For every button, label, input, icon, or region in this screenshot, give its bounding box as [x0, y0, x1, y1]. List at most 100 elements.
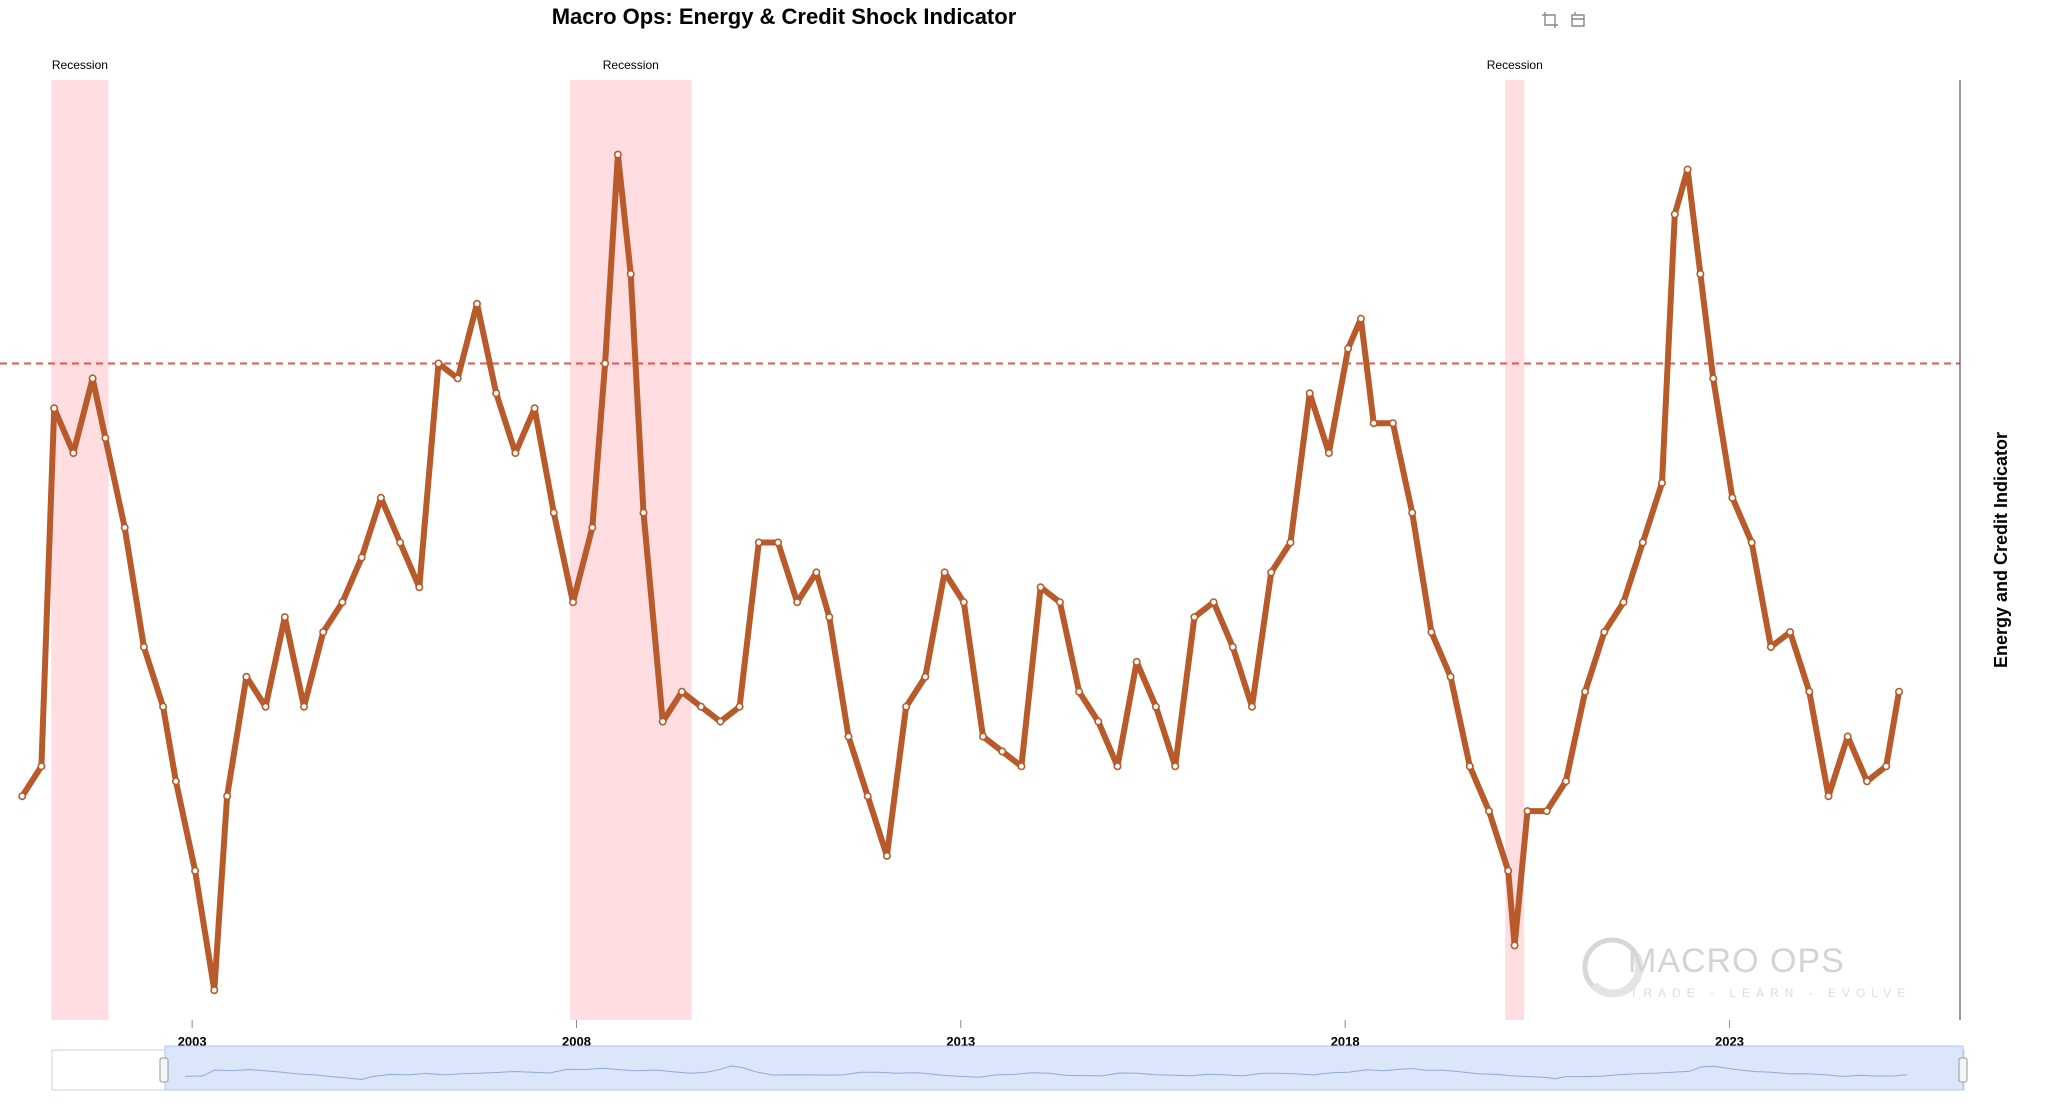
- data-point: [1510, 941, 1519, 950]
- data-point: [1286, 538, 1295, 547]
- data-point: [261, 702, 270, 711]
- data-point: [1523, 807, 1532, 816]
- data-point: [171, 777, 180, 786]
- data-point: [492, 389, 501, 398]
- data-point: [882, 851, 891, 860]
- data-point: [1670, 210, 1679, 219]
- recession-label-2: Recession: [1487, 58, 1543, 72]
- data-point: [1504, 866, 1513, 875]
- recession-bands: Recession Recession Recession: [51, 58, 1543, 1020]
- zoom-reset-icon[interactable]: [1568, 10, 1588, 30]
- data-point: [1408, 508, 1417, 517]
- data-point: [18, 792, 27, 801]
- recession-band-2: [1505, 80, 1525, 1020]
- data-point: [1728, 493, 1737, 502]
- range-navigator[interactable]: [51, 1045, 1968, 1091]
- data-point: [1561, 777, 1570, 786]
- data-point: [69, 448, 78, 457]
- data-point: [242, 672, 251, 681]
- data-point: [754, 538, 763, 547]
- data-point: [1017, 762, 1026, 771]
- y-axis-label: Energy and Credit Indicator: [1991, 432, 2011, 668]
- data-point: [396, 538, 405, 547]
- data-point: [1683, 165, 1692, 174]
- data-point: [1619, 598, 1628, 607]
- data-point: [1094, 717, 1103, 726]
- data-point: [940, 568, 949, 577]
- data-point: [568, 598, 577, 607]
- data-point: [793, 598, 802, 607]
- watermark-logo: MACRO OPS TRADE - LEARN - EVOLVE: [1582, 937, 1905, 1000]
- data-point: [1824, 792, 1833, 801]
- data-point: [677, 687, 686, 696]
- data-point: [120, 523, 129, 532]
- data-point: [1075, 687, 1084, 696]
- data-point: [1356, 314, 1365, 323]
- data-point: [601, 359, 610, 368]
- navigator-handle-left[interactable]: [159, 1057, 169, 1083]
- data-point: [210, 986, 219, 995]
- data-point: [959, 598, 968, 607]
- data-point: [472, 299, 481, 308]
- data-point: [613, 150, 622, 159]
- data-point: [1388, 419, 1397, 428]
- data-point: [1132, 657, 1141, 666]
- data-point: [1882, 762, 1891, 771]
- chart-title: Macro Ops: Energy & Credit Shock Indicat…: [551, 4, 1017, 29]
- data-point: [376, 493, 385, 502]
- data-point: [338, 598, 347, 607]
- recession-band-1: [570, 80, 692, 1020]
- data-point: [639, 508, 648, 517]
- data-point: [998, 747, 1007, 756]
- data-point: [511, 448, 520, 457]
- data-point: [588, 523, 597, 532]
- data-point: [1305, 389, 1314, 398]
- data-point: [1658, 478, 1667, 487]
- data-point: [1542, 807, 1551, 816]
- data-point: [1581, 687, 1590, 696]
- data-point: [1465, 762, 1474, 771]
- data-point: [1228, 642, 1237, 651]
- data-point: [37, 762, 46, 771]
- data-point: [50, 404, 59, 413]
- navigator-window[interactable]: [164, 1045, 1964, 1091]
- data-point: [139, 642, 148, 651]
- recession-band-0: [51, 80, 109, 1020]
- data-point: [434, 359, 443, 368]
- data-point: [415, 583, 424, 592]
- data-point: [1843, 732, 1852, 741]
- data-point: [1427, 628, 1436, 637]
- data-point: [88, 374, 97, 383]
- data-point: [1171, 762, 1180, 771]
- navigator-series: [185, 1065, 1908, 1081]
- data-point: [825, 613, 834, 622]
- data-point: [159, 702, 168, 711]
- data-point: [1747, 538, 1756, 547]
- x-tick-label: 2003: [178, 1034, 207, 1049]
- chart-toolbar: [1540, 10, 1588, 30]
- data-point: [1190, 613, 1199, 622]
- data-point: [453, 374, 462, 383]
- zoom-select-icon[interactable]: [1540, 10, 1560, 30]
- data-point: [697, 702, 706, 711]
- navigator-handle-right[interactable]: [1958, 1057, 1968, 1083]
- recession-label-0: Recession: [52, 58, 108, 72]
- x-tick-label: 2013: [946, 1034, 975, 1049]
- data-point: [1766, 642, 1775, 651]
- data-point: [1209, 598, 1218, 607]
- data-point: [1113, 762, 1122, 771]
- data-point: [735, 702, 744, 711]
- data-point: [716, 717, 725, 726]
- data-point: [773, 538, 782, 547]
- x-tick-label: 2018: [1331, 1034, 1360, 1049]
- data-point: [978, 732, 987, 741]
- data-point: [1324, 448, 1333, 457]
- x-tick-label: 2008: [562, 1034, 591, 1049]
- data-point: [812, 568, 821, 577]
- data-point: [1248, 702, 1257, 711]
- data-point: [1696, 269, 1705, 278]
- data-point: [1863, 777, 1872, 786]
- data-point: [1036, 583, 1045, 592]
- data-point: [1638, 538, 1647, 547]
